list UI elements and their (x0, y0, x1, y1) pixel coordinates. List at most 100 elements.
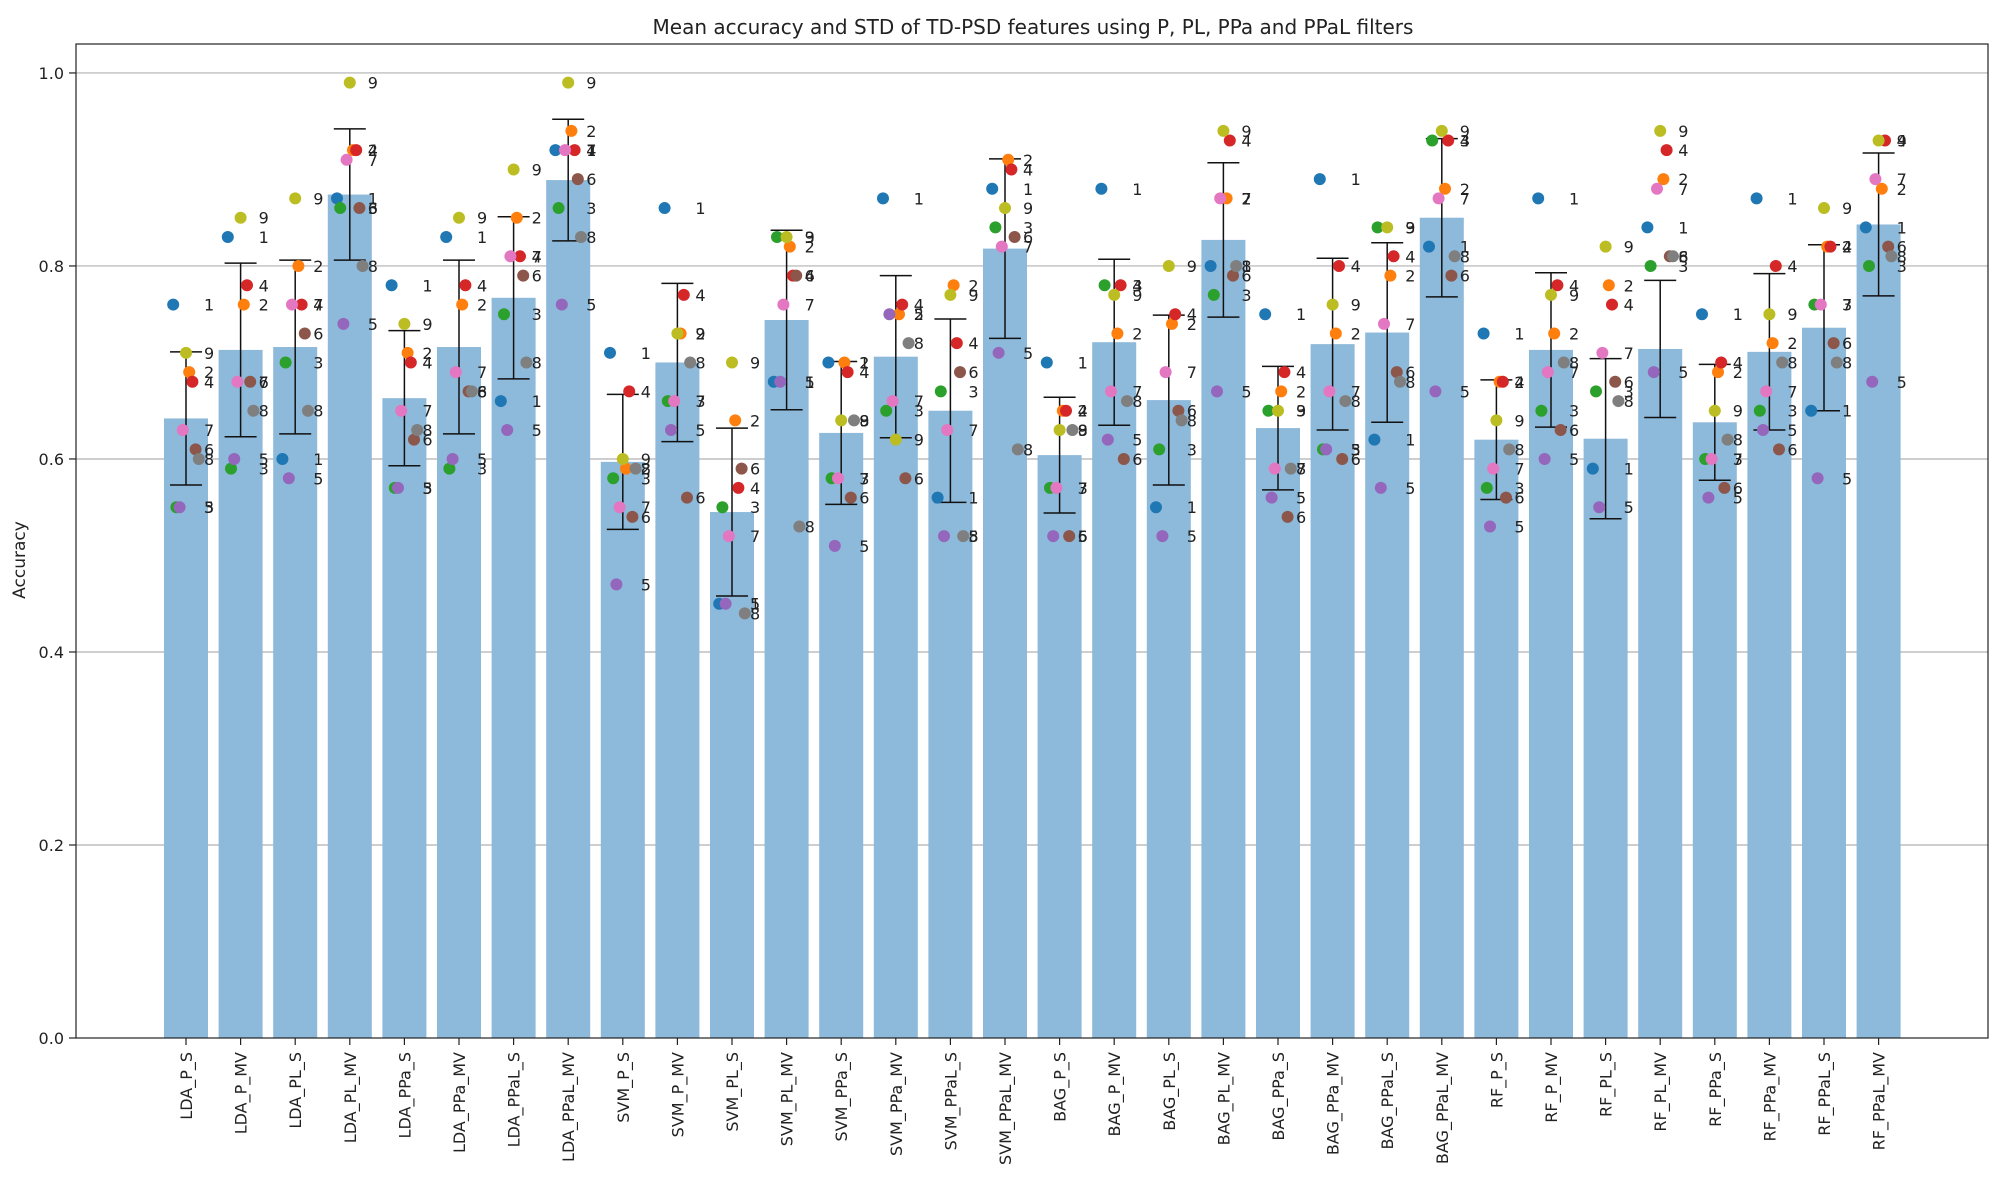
subject-point (1320, 443, 1333, 456)
subject-point (1538, 452, 1551, 465)
subject-label: 9 (695, 325, 705, 344)
subject-point (192, 452, 205, 465)
subject-label: 8 (1678, 247, 1688, 266)
subject-point (1442, 134, 1455, 147)
subject-label: 9 (259, 209, 269, 228)
subject-label: 4 (1842, 238, 1852, 257)
bar (1692, 422, 1737, 1038)
subject-label: 2 (1787, 334, 1797, 353)
subject-point (571, 173, 584, 186)
subject-point (604, 346, 616, 359)
subject-point (880, 404, 893, 417)
subject-point (1496, 375, 1509, 388)
subject-label: 2 (586, 122, 596, 141)
subject-label: 4 (1678, 141, 1688, 160)
subject-label: 7 (641, 498, 651, 517)
bar (1146, 400, 1191, 1038)
subject-label: 3 (1241, 286, 1251, 305)
subject-point (453, 211, 465, 224)
subject-point (1011, 443, 1024, 456)
subject-label: 3 (1678, 257, 1688, 276)
subject-point (783, 240, 796, 253)
subject-point (186, 375, 199, 388)
subject-point (562, 76, 575, 89)
subject-label: 3 (1787, 402, 1797, 421)
x-tick-label: LDA_PL_MV (341, 1052, 361, 1143)
subject-label: 9 (477, 209, 487, 228)
subject-label: 9 (313, 189, 323, 208)
subject-point (555, 298, 568, 311)
subject-point (658, 202, 671, 215)
bar (928, 410, 973, 1038)
subject-point (947, 279, 960, 292)
subject-label: 2 (1351, 325, 1361, 344)
subject-label: 8 (1132, 392, 1142, 411)
subject-point (771, 231, 783, 244)
subject-point (234, 211, 247, 224)
subject-label: 9 (1187, 257, 1197, 276)
subject-label: 9 (968, 286, 978, 305)
subject-label: 7 (1351, 382, 1361, 401)
subject-label: 9 (1514, 411, 1524, 430)
subject-point (1480, 481, 1493, 494)
subject-point (1275, 385, 1288, 398)
subject-label: 7 (1842, 296, 1852, 315)
subject-point (1753, 404, 1766, 417)
subject-point (848, 414, 860, 427)
subject-label: 6 (1569, 421, 1579, 440)
subject-label: 1 (1351, 170, 1361, 189)
subject-label: 7 (1514, 460, 1524, 479)
x-tick-label: RF_PPa_MV (1760, 1052, 1780, 1142)
subject-label: 1 (1460, 238, 1470, 257)
subject-point (1551, 279, 1564, 292)
subject-point (1586, 462, 1599, 475)
subject-label: 2 (1187, 315, 1197, 334)
subject-label: 6 (641, 508, 651, 527)
subject-label: 1 (1405, 431, 1415, 450)
subject-point (1811, 472, 1824, 485)
x-tick-label: SVM_P_S (614, 1052, 634, 1123)
subject-label: 3 (750, 498, 760, 517)
subject-label: 2 (859, 353, 869, 372)
subject-point (465, 385, 478, 398)
subject-point (1111, 327, 1124, 340)
subject-label: 2 (313, 257, 323, 276)
subject-point (334, 202, 347, 215)
subject-label: 4 (1351, 257, 1361, 276)
subject-point (1223, 134, 1236, 147)
subject-point (1008, 231, 1021, 244)
subject-point (1432, 192, 1445, 205)
subject-label: 8 (477, 382, 487, 401)
subject-label: 9 (1733, 402, 1743, 421)
subject-label: 5 (586, 296, 596, 315)
subject-label: 4 (859, 363, 869, 382)
subject-point (1060, 404, 1072, 417)
subject-point (1554, 424, 1567, 437)
subject-label: 6 (859, 489, 869, 508)
subject-label: 4 (259, 276, 269, 295)
subject-point (732, 481, 745, 494)
subject-point (1066, 424, 1079, 437)
subject-label: 5 (1023, 344, 1033, 363)
subject-point (716, 501, 729, 514)
x-tick-label: LDA_P_MV (232, 1052, 252, 1134)
subject-point (1214, 192, 1227, 205)
subject-label: 2 (695, 325, 705, 344)
subject-label: 5 (204, 498, 214, 517)
subject-label: 9 (1897, 132, 1907, 151)
subject-label: 7 (1132, 382, 1142, 401)
subject-point (1830, 356, 1843, 369)
y-axis-ticks: 0.0 0.2 0.4 0.6 0.8 1.0 (39, 64, 76, 1048)
subject-label: 1 (1842, 402, 1852, 421)
subject-label: 3 (1624, 382, 1634, 401)
subject-label: 4 (968, 334, 978, 353)
subject-point (1654, 124, 1667, 137)
subject-point (443, 462, 456, 475)
subject-point (517, 269, 530, 282)
subject-point (1435, 124, 1448, 137)
subject-point (298, 327, 311, 340)
subject-point (1532, 192, 1545, 205)
subject-label: 3 (1351, 440, 1361, 459)
subject-label: 9 (1023, 199, 1033, 218)
bar (873, 356, 918, 1038)
